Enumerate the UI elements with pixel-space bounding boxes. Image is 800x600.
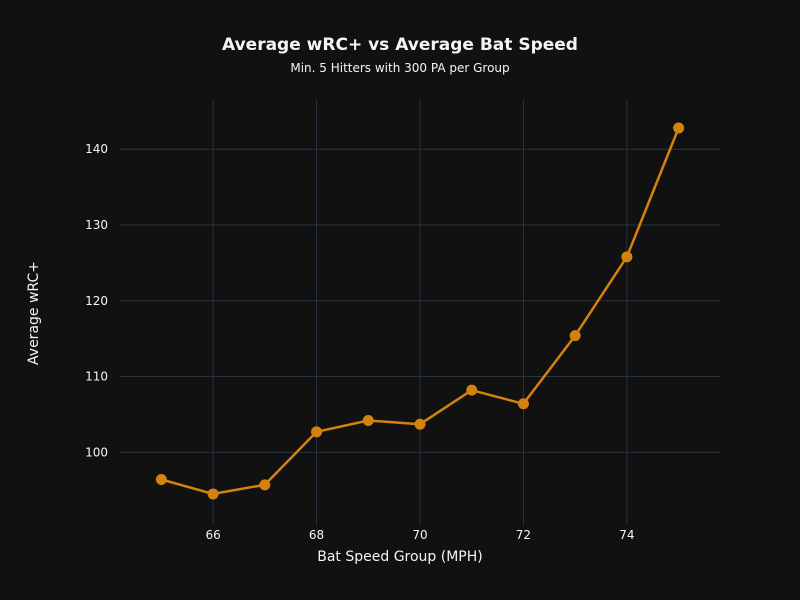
y-tick-label: 110 [85,370,108,384]
data-point [207,488,219,500]
tick-labels: 66 68 70 72 74 100 110 120 130 140 [85,142,634,542]
chart-title: Average wRC+ vs Average Bat Speed [222,35,578,55]
x-tick-label: 66 [205,528,220,542]
y-tick-label: 130 [85,218,108,232]
grid-lines [120,100,720,525]
data-point [362,414,374,426]
data-layer [155,122,685,500]
data-point [621,251,633,263]
y-axis-title: Average wRC+ [26,261,42,365]
x-tick-label: 68 [309,528,324,542]
data-point [569,330,581,342]
data-point [673,122,685,134]
chart-subtitle: Min. 5 Hitters with 300 PA per Group [290,61,509,75]
x-tick-label: 74 [619,528,634,542]
y-tick-label: 140 [85,142,108,156]
data-point [155,474,167,486]
data-point [259,479,271,491]
x-tick-label: 70 [412,528,427,542]
x-axis-title: Bat Speed Group (MPH) [317,549,483,565]
x-tick-label: 72 [516,528,531,542]
data-point [517,398,529,410]
data-point [311,426,323,438]
data-point [466,384,478,396]
y-tick-label: 100 [85,445,108,459]
y-tick-label: 120 [85,294,108,308]
data-point [414,418,426,430]
